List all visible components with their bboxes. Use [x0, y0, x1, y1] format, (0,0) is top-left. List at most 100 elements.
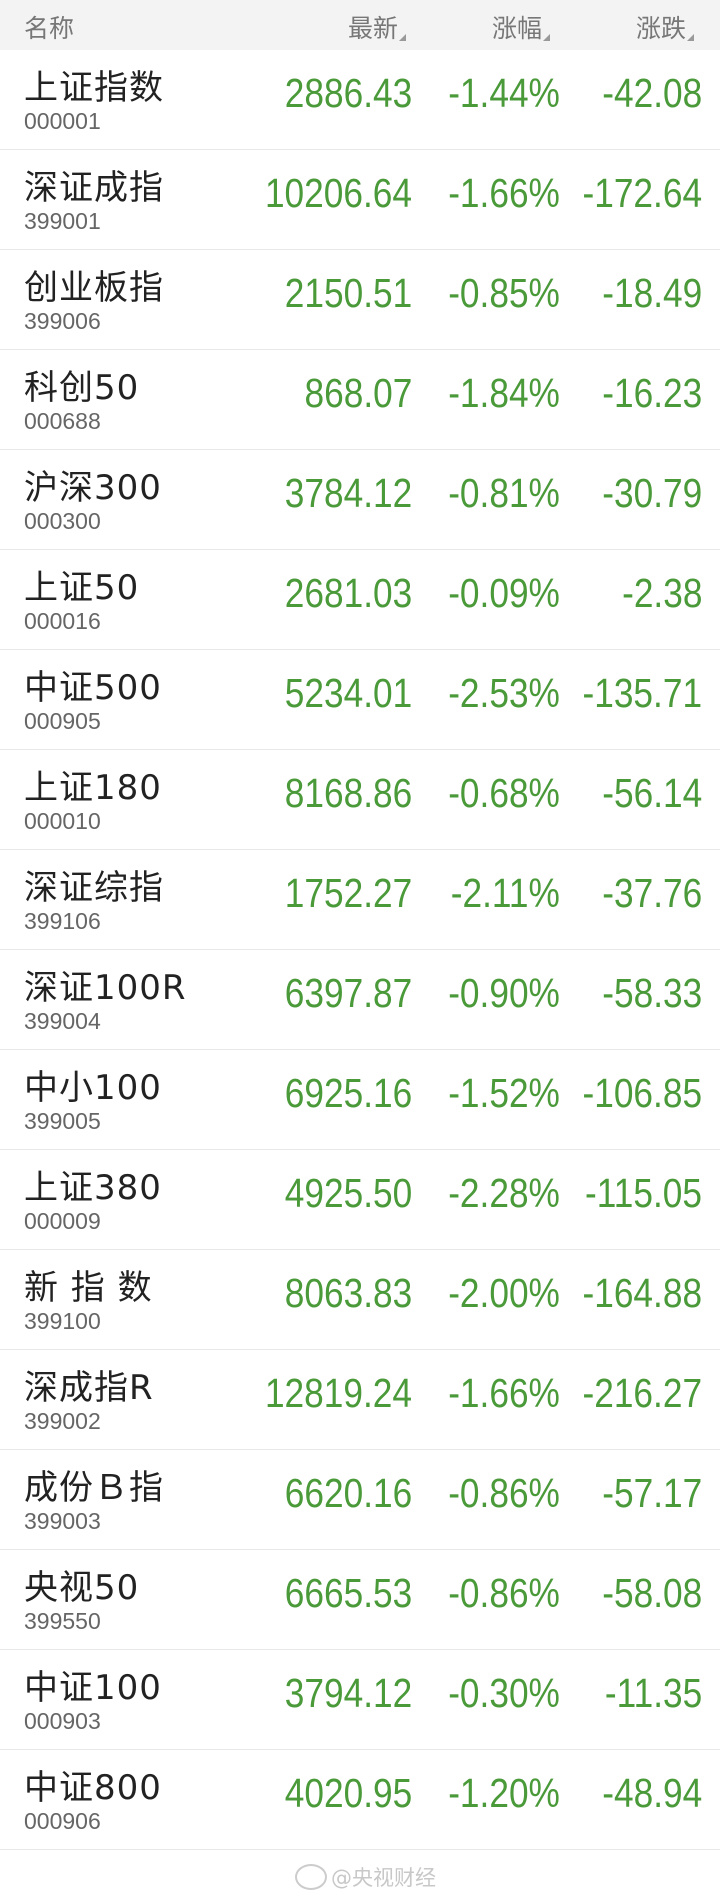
- table-row[interactable]: 上证50 000016 2681.03 -0.09% -2.38: [0, 550, 720, 650]
- latest-price: 868.07: [304, 370, 412, 416]
- table-row[interactable]: 中小100 399005 6925.16 -1.52% -106.85: [0, 1050, 720, 1150]
- latest-price: 2681.03: [284, 570, 412, 616]
- latest-price: 12819.24: [264, 1370, 412, 1416]
- change-percent: -0.90%: [448, 970, 560, 1016]
- index-name: 中证100: [24, 1668, 162, 1708]
- latest-price: 3784.12: [284, 470, 412, 516]
- table-row[interactable]: 央视50 399550 6665.53 -0.86% -58.08: [0, 1550, 720, 1650]
- change-percent: -1.52%: [448, 1070, 560, 1116]
- change-value: -135.71: [582, 670, 702, 716]
- change-value: -115.05: [585, 1170, 702, 1216]
- change-value: -2.38: [621, 570, 702, 616]
- change-percent: -1.66%: [448, 170, 560, 216]
- table-row[interactable]: 上证180 000010 8168.86 -0.68% -56.14: [0, 750, 720, 850]
- table-row[interactable]: 深证成指 399001 10206.64 -1.66% -172.64: [0, 150, 720, 250]
- sort-change-pct[interactable]: 涨幅: [492, 9, 551, 45]
- change-value: -37.76: [602, 870, 702, 916]
- index-code: 000300: [24, 508, 101, 534]
- change-value: -58.33: [602, 970, 702, 1016]
- header-name: 名称: [24, 14, 75, 43]
- change-percent: -0.86%: [448, 1570, 560, 1616]
- change-percent: -0.81%: [448, 470, 560, 516]
- index-code: 000001: [24, 108, 101, 134]
- sort-triangle-icon: [543, 34, 551, 41]
- index-name: 上证380: [24, 1168, 162, 1208]
- index-code: 399005: [24, 1108, 101, 1134]
- index-name: 央视50: [24, 1568, 140, 1608]
- latest-price: 5234.01: [284, 670, 412, 716]
- change-percent: -1.66%: [448, 1370, 560, 1416]
- index-code: 000905: [24, 708, 101, 734]
- index-name: 创业板指: [24, 268, 164, 308]
- table-row[interactable]: 深证100R 399004 6397.87 -0.90% -58.33: [0, 950, 720, 1050]
- watermark: @央视财经: [295, 1862, 436, 1892]
- index-code: 000016: [24, 608, 101, 634]
- index-name: 上证指数: [24, 68, 164, 108]
- watermark-text: @央视财经: [331, 1866, 436, 1890]
- change-value: -172.64: [582, 170, 702, 216]
- change-value: -42.08: [602, 70, 702, 116]
- change-percent: -0.86%: [448, 1470, 560, 1516]
- change-value: -16.23: [602, 370, 702, 416]
- change-value: -56.14: [602, 770, 702, 816]
- change-percent: -0.85%: [448, 270, 560, 316]
- index-code: 399100: [24, 1308, 101, 1334]
- index-code: 399002: [24, 1408, 101, 1434]
- index-name: 深成指R: [24, 1368, 154, 1408]
- change-value: -30.79: [602, 470, 702, 516]
- change-value: -58.08: [602, 1570, 702, 1616]
- index-code: 000906: [24, 1808, 101, 1834]
- change-percent: -1.84%: [448, 370, 560, 416]
- table-row[interactable]: 中证500 000905 5234.01 -2.53% -135.71: [0, 650, 720, 750]
- index-name: 上证50: [24, 568, 140, 608]
- table-row[interactable]: 深证综指 399106 1752.27 -2.11% -37.76: [0, 850, 720, 950]
- latest-price: 3794.12: [284, 1670, 412, 1716]
- latest-price: 8063.83: [284, 1270, 412, 1316]
- table-row[interactable]: 深成指R 399002 12819.24 -1.66% -216.27: [0, 1350, 720, 1450]
- latest-price: 2150.51: [284, 270, 412, 316]
- table-row[interactable]: 上证指数 000001 2886.43 -1.44% -42.08: [0, 50, 720, 150]
- latest-price: 6620.16: [284, 1470, 412, 1516]
- index-code: 399106: [24, 908, 101, 934]
- latest-price: 4925.50: [284, 1170, 412, 1216]
- sort-change[interactable]: 涨跌: [636, 9, 695, 45]
- latest-price: 10206.64: [264, 170, 412, 216]
- sort-latest[interactable]: 最新: [348, 9, 407, 45]
- table-row[interactable]: 创业板指 399006 2150.51 -0.85% -18.49: [0, 250, 720, 350]
- index-code: 399003: [24, 1508, 101, 1534]
- change-value: -216.27: [582, 1370, 702, 1416]
- index-code: 399550: [24, 1608, 101, 1634]
- index-name: 成份Ｂ指: [24, 1468, 164, 1508]
- header-latest: 最新: [348, 14, 399, 43]
- index-name: 中证800: [24, 1768, 162, 1808]
- table-row[interactable]: 中证800 000906 4020.95 -1.20% -48.94: [0, 1750, 720, 1850]
- index-code: 000009: [24, 1208, 101, 1234]
- index-code: 000688: [24, 408, 101, 434]
- change-percent: -2.11%: [450, 870, 560, 916]
- change-percent: -0.30%: [448, 1670, 560, 1716]
- index-name: 中小100: [24, 1068, 162, 1108]
- table-row[interactable]: 成份Ｂ指 399003 6620.16 -0.86% -57.17: [0, 1450, 720, 1550]
- change-value: -18.49: [602, 270, 702, 316]
- latest-price: 6397.87: [284, 970, 412, 1016]
- table-row[interactable]: 上证380 000009 4925.50 -2.28% -115.05: [0, 1150, 720, 1250]
- index-name: 深证综指: [24, 868, 164, 908]
- weibo-logo-icon: [295, 1864, 327, 1890]
- index-code: 399004: [24, 1008, 101, 1034]
- index-name: 新 指 数: [24, 1268, 153, 1308]
- latest-price: 8168.86: [284, 770, 412, 816]
- header-change-pct: 涨幅: [492, 14, 543, 43]
- change-percent: -1.44%: [448, 70, 560, 116]
- change-percent: -1.20%: [448, 1770, 560, 1816]
- change-value: -48.94: [602, 1770, 702, 1816]
- change-percent: -2.28%: [448, 1170, 560, 1216]
- index-code: 399001: [24, 208, 101, 234]
- header-change: 涨跌: [636, 14, 687, 43]
- index-list: 上证指数 000001 2886.43 -1.44% -42.08 深证成指 399001 1…: [0, 50, 720, 1850]
- sort-triangle-icon: [399, 34, 407, 41]
- table-row[interactable]: 科创50 000688 868.07 -1.84% -16.23: [0, 350, 720, 450]
- table-row[interactable]: 新 指 数 399100 8063.83 -2.00% -164.88: [0, 1250, 720, 1350]
- table-row[interactable]: 沪深300 000300 3784.12 -0.81% -30.79: [0, 450, 720, 550]
- latest-price: 2886.43: [284, 70, 412, 116]
- table-row[interactable]: 中证100 000903 3794.12 -0.30% -11.35: [0, 1650, 720, 1750]
